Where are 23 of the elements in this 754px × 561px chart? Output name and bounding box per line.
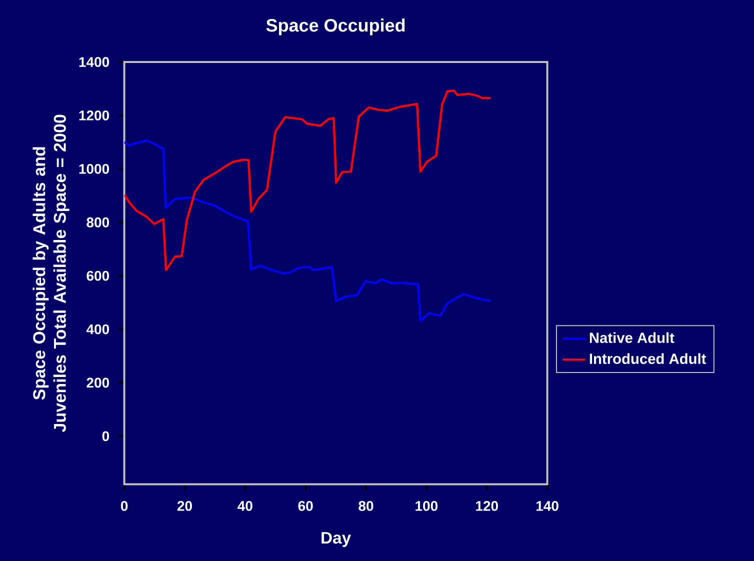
y-tick-label: 200 — [86, 378, 110, 388]
y-tick-label: 1400 — [79, 57, 110, 67]
y-tick-label: 400 — [86, 324, 110, 334]
legend-label: Native Adult — [590, 332, 674, 344]
y-tick-label: 800 — [86, 217, 110, 228]
x-tick-label: 0 — [120, 501, 128, 511]
x-axis-title: Day — [322, 532, 351, 547]
x-tick-label: 120 — [476, 501, 498, 511]
legend-label: Introduced Adult — [590, 353, 706, 364]
line-series — [124, 139, 492, 322]
x-tick-label: 140 — [536, 501, 558, 511]
x-tick-label: 20 — [177, 501, 192, 511]
y-tick-label: 1200 — [79, 110, 110, 120]
x-tick-label: 80 — [358, 501, 374, 511]
y-tick-label: 600 — [86, 270, 110, 281]
chart-title: Space Occupied — [266, 18, 405, 36]
y-axis-title: Space Occupied by Adults and Juveniles Total Available Space = 2000 — [32, 114, 70, 432]
x-tick-label: 100 — [416, 501, 438, 511]
line-series — [124, 89, 492, 272]
x-tick-label: 40 — [238, 501, 252, 511]
x-tick-label: 60 — [298, 501, 313, 511]
y-tick-label: 1000 — [79, 164, 110, 174]
y-tick-label: 0 — [102, 431, 110, 442]
